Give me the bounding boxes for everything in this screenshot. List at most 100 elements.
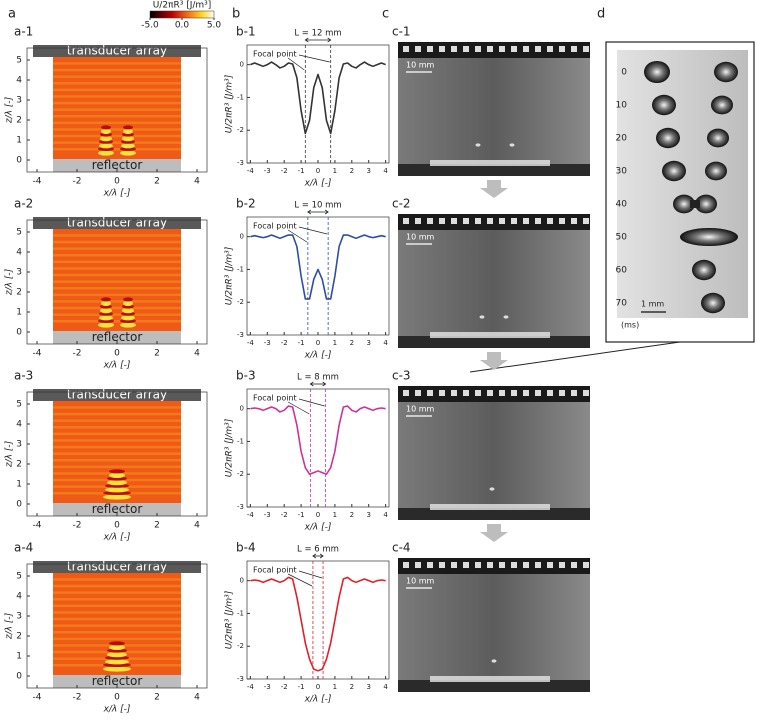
length-label: L = 8 mm	[297, 373, 339, 383]
field-map	[53, 56, 181, 159]
y-tick-label: 3	[16, 440, 22, 450]
y-tick-label: -1	[237, 265, 244, 273]
y-tick-label: 3	[16, 96, 22, 106]
field-stripe	[53, 465, 181, 469]
field-node	[98, 322, 114, 328]
panel-label: a-3	[14, 369, 33, 383]
field-node	[122, 304, 134, 309]
field-stripe	[53, 280, 181, 283]
field-stripe	[53, 584, 181, 588]
field-node	[105, 655, 129, 660]
photo-element	[487, 46, 493, 52]
field-node	[120, 147, 136, 151]
x-axis-label: x/λ [-]	[304, 351, 332, 361]
time-label: 0	[621, 68, 627, 78]
photo-element	[487, 562, 493, 568]
photo-element	[559, 218, 565, 224]
photo-element	[535, 562, 541, 568]
field-stripe	[53, 439, 181, 442]
length-arrow-head	[312, 553, 324, 559]
scale-label: 10 mm	[406, 233, 435, 242]
photo-reflector	[398, 680, 590, 692]
x-tick-label: -1	[298, 683, 305, 691]
x-tick-label: 4	[194, 521, 200, 531]
photo-element	[475, 562, 481, 568]
photo-element	[547, 218, 553, 224]
focal-label-bg	[251, 221, 299, 231]
photo-element	[463, 390, 469, 396]
photo-element	[451, 390, 457, 396]
photo-element	[499, 562, 505, 568]
photo-element	[511, 390, 517, 396]
photo-element	[499, 218, 505, 224]
photo-element	[523, 46, 529, 52]
field-stripe	[53, 267, 181, 270]
transducer-label: transducer array	[67, 216, 167, 230]
photo-element	[451, 562, 457, 568]
x-tick-label: 0	[114, 349, 120, 359]
length-arrow-head	[307, 209, 329, 215]
field-node	[99, 139, 113, 144]
y-axis-label: z/λ [-]	[5, 440, 15, 468]
y-tick-label: -2	[237, 470, 244, 478]
x-tick-label: -4	[33, 349, 42, 359]
x-tick-label: -3	[264, 167, 271, 175]
y-tick-label: 2	[16, 632, 22, 642]
droplet	[714, 61, 738, 83]
focal-label: Focal point	[253, 222, 297, 231]
field-node	[101, 125, 111, 130]
photo-reflection	[430, 676, 550, 682]
focal-arrow	[298, 570, 323, 579]
field-node	[101, 300, 111, 306]
x-tick-label: 0	[316, 339, 320, 347]
field-stripe	[53, 313, 181, 316]
y-axis-label: U/2πR³ [J/m³]	[225, 590, 235, 649]
photo-element	[571, 218, 577, 224]
scale-label: 1 mm	[641, 300, 664, 309]
plot-frame	[246, 560, 390, 680]
y-tick-label: 0	[16, 328, 22, 338]
photo-element	[439, 218, 445, 224]
focal-arrow	[298, 398, 325, 407]
photo-element	[403, 562, 409, 568]
x-tick-label: -1	[298, 339, 305, 347]
field-node	[109, 472, 125, 478]
field-stripe	[53, 260, 181, 264]
x-tick-label: -3	[264, 683, 271, 691]
reflector-label: reflector	[92, 674, 143, 688]
photo-element	[511, 218, 517, 224]
y-tick-label: 0	[240, 61, 244, 69]
particle	[479, 315, 485, 319]
x-tick-label: 4	[194, 177, 200, 187]
y-tick-label: 2	[16, 288, 22, 298]
field-stripe	[53, 459, 181, 462]
y-axis-label: z/λ [-]	[5, 612, 15, 640]
field-node	[121, 143, 135, 149]
time-label: 40	[616, 200, 628, 210]
y-tick-label: 1	[16, 136, 22, 146]
photo	[398, 386, 590, 520]
x-tick-label: 0	[316, 167, 320, 175]
y-tick-label: 4	[16, 248, 22, 258]
particle	[503, 315, 509, 319]
field-stripe	[53, 95, 181, 98]
droplet	[662, 160, 686, 182]
panel-letter: a	[8, 7, 16, 22]
x-tick-label: 3	[366, 167, 370, 175]
colorbar	[149, 10, 215, 19]
field-node	[99, 143, 113, 149]
photo-reflector	[398, 336, 590, 348]
x-tick-label: 1	[333, 339, 337, 347]
field-node	[120, 319, 136, 323]
field-stripe	[53, 287, 181, 290]
photo-element	[571, 562, 577, 568]
x-tick-label: 2	[154, 521, 160, 531]
field-stripe	[53, 75, 181, 78]
scale-label: 10 mm	[406, 577, 435, 586]
panel-label: b-2	[236, 197, 256, 211]
field-stripe	[53, 101, 181, 105]
field-node	[103, 663, 131, 667]
x-tick-label: 0	[114, 521, 120, 531]
y-tick-label: -2	[237, 298, 244, 306]
transducer-label: transducer array	[67, 44, 167, 58]
